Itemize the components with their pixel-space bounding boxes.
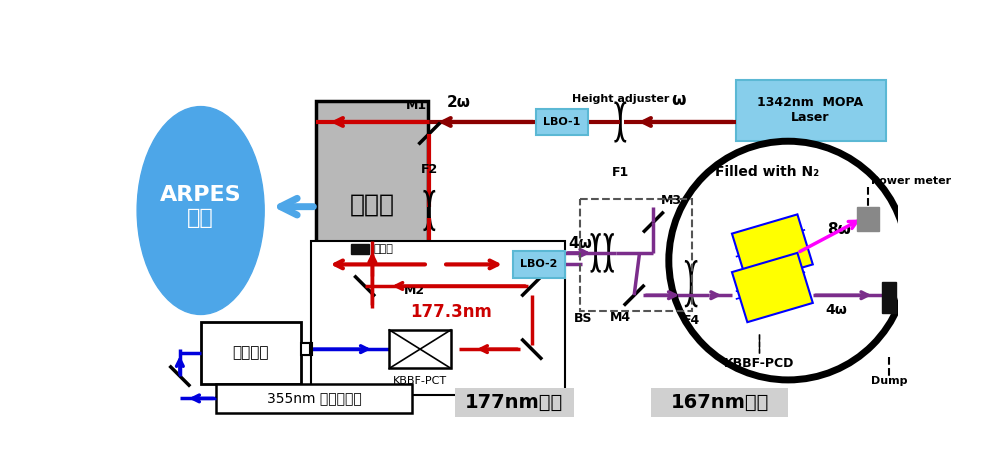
- FancyBboxPatch shape: [316, 101, 428, 308]
- Text: 167nm光路: 167nm光路: [670, 393, 769, 412]
- Text: 8ω: 8ω: [827, 222, 850, 237]
- Polygon shape: [732, 214, 813, 284]
- Text: F1: F1: [612, 166, 629, 179]
- Text: 1342nm  MOPA
Laser: 1342nm MOPA Laser: [757, 97, 864, 124]
- FancyBboxPatch shape: [882, 282, 896, 313]
- Text: KBBF-PCT: KBBF-PCT: [393, 376, 447, 386]
- Text: 177nm光路: 177nm光路: [465, 393, 563, 412]
- Text: M4: M4: [610, 310, 631, 324]
- FancyBboxPatch shape: [857, 207, 879, 231]
- FancyBboxPatch shape: [201, 322, 301, 384]
- Text: Filled with N₂: Filled with N₂: [715, 165, 819, 179]
- Text: 4ω: 4ω: [569, 236, 592, 251]
- Text: Dump: Dump: [871, 376, 907, 386]
- FancyBboxPatch shape: [305, 343, 312, 355]
- Text: Power meter: Power meter: [871, 176, 951, 186]
- Text: M3: M3: [661, 194, 682, 207]
- FancyBboxPatch shape: [512, 252, 565, 277]
- Text: 4ω: 4ω: [825, 303, 847, 317]
- Polygon shape: [732, 253, 813, 322]
- Ellipse shape: [137, 106, 264, 315]
- Text: M1: M1: [406, 99, 427, 112]
- FancyBboxPatch shape: [216, 384, 412, 413]
- FancyBboxPatch shape: [301, 343, 310, 355]
- Text: Height adjuster: Height adjuster: [572, 94, 669, 104]
- Text: ARPES
系统: ARPES 系统: [160, 185, 241, 228]
- Text: 355nm 紫外激光器: 355nm 紫外激光器: [267, 391, 362, 406]
- Text: 177.3nm: 177.3nm: [410, 303, 492, 321]
- FancyBboxPatch shape: [651, 388, 788, 417]
- Text: LBO-1: LBO-1: [543, 117, 580, 127]
- Text: 光束匹配: 光束匹配: [232, 345, 269, 360]
- Text: F2: F2: [421, 163, 438, 176]
- Text: ω: ω: [671, 91, 685, 109]
- FancyBboxPatch shape: [455, 388, 574, 417]
- FancyBboxPatch shape: [536, 109, 588, 135]
- FancyBboxPatch shape: [311, 241, 565, 395]
- Text: BS: BS: [574, 312, 593, 325]
- Text: ·: ·: [214, 391, 218, 406]
- Text: F4: F4: [683, 315, 700, 327]
- Text: M2: M2: [403, 284, 425, 297]
- Text: KBBF-PCD: KBBF-PCD: [724, 357, 794, 370]
- Text: 合束腔: 合束腔: [350, 192, 395, 216]
- FancyBboxPatch shape: [351, 244, 369, 254]
- FancyBboxPatch shape: [736, 80, 886, 141]
- FancyBboxPatch shape: [389, 330, 451, 368]
- Text: 2ω: 2ω: [447, 96, 471, 110]
- Text: 功率计: 功率计: [374, 244, 394, 254]
- Text: LBO-2: LBO-2: [520, 260, 557, 269]
